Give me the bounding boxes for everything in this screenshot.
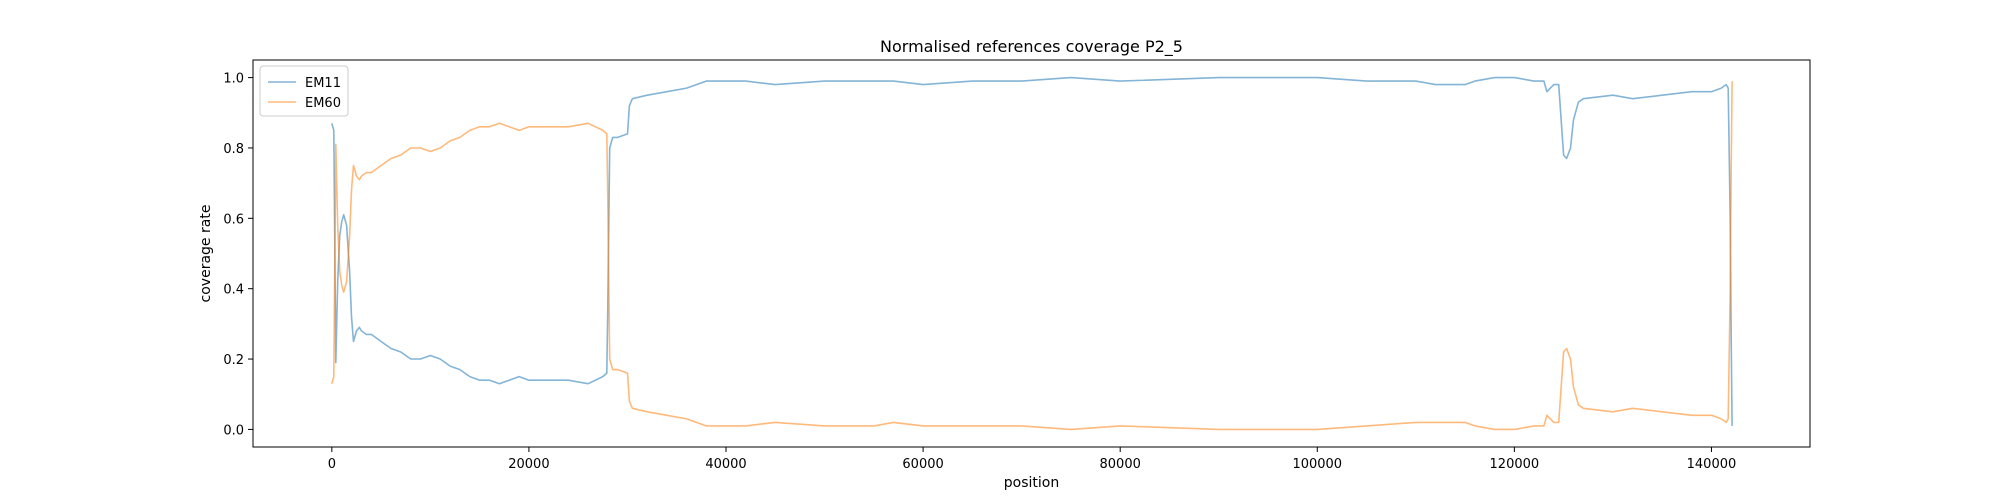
y-axis: 0.0 0.2 0.4 0.6 0.8 1.0 [223, 72, 253, 438]
y-tick-label: 1.0 [223, 72, 244, 87]
y-tick-label: 0.4 [223, 283, 244, 298]
x-tick-label: 40000 [705, 457, 746, 472]
chart-title: Normalised references coverage P2_5 [880, 37, 1183, 57]
y-tick-label: 0.0 [223, 423, 244, 438]
y-tick-label: 0.2 [223, 353, 244, 368]
legend-box [259, 65, 349, 117]
x-tick-label: 0 [328, 457, 336, 472]
x-tick-label: 100000 [1292, 457, 1342, 472]
x-tick-label: 120000 [1490, 457, 1540, 472]
series-line-em60 [331, 81, 1733, 431]
legend-label: EM11 [305, 76, 341, 91]
x-axis-label: position [1004, 475, 1059, 491]
x-tick-label: 20000 [508, 457, 549, 472]
legend: EM11 EM60 [259, 65, 349, 117]
y-tick-label: 0.6 [223, 212, 244, 227]
y-axis-label: coverage rate [198, 205, 214, 303]
x-axis: 0 20000 40000 60000 80000 100000 120000 140000 [328, 447, 1737, 472]
y-tick-label: 0.8 [223, 142, 244, 157]
legend-label: EM60 [305, 96, 341, 111]
x-tick-label: 80000 [1100, 457, 1141, 472]
series-line-em11 [331, 76, 1733, 426]
x-tick-label: 60000 [902, 457, 943, 472]
plot-frame [252, 59, 1811, 448]
x-tick-label: 140000 [1687, 457, 1737, 472]
series-group [331, 76, 1733, 431]
